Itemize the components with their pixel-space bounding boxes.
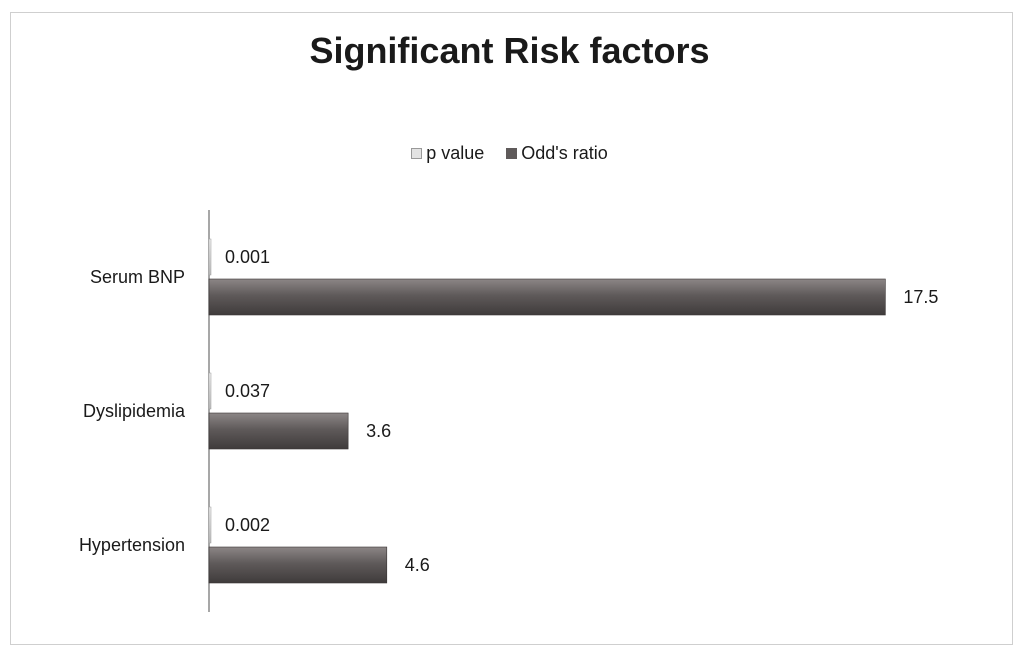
bar-p-value-serum-bnp	[208, 238, 212, 276]
legend-swatch-odds-ratio	[506, 148, 518, 159]
legend-swatch-p-value	[411, 148, 423, 159]
bar-odds-ratio-dyslipidemia	[208, 412, 349, 450]
legend-item-odds-ratio: Odd's ratio	[506, 143, 608, 164]
data-label-odds-ratio-hypertension: 4.6	[405, 555, 430, 575]
chart-frame	[10, 12, 1013, 645]
data-label-p-value-hypertension: 0.002	[225, 515, 270, 535]
bar-odds-ratio-hypertension	[208, 546, 388, 584]
legend-label-p-value: p value	[426, 143, 485, 163]
bar-p-value-hypertension	[208, 506, 212, 544]
data-label-odds-ratio-dyslipidemia: 3.6	[366, 421, 391, 441]
data-label-p-value-dyslipidemia: 0.037	[225, 381, 270, 401]
data-label-p-value-serum-bnp: 0.001	[225, 247, 270, 267]
category-label-dyslipidemia: Dyslipidemia	[83, 401, 186, 421]
category-label-serum-bnp: Serum BNP	[90, 267, 185, 287]
legend-label-odds-ratio: Odd's ratio	[521, 143, 608, 163]
bar-p-value-dyslipidemia	[208, 372, 212, 410]
chart-title: Significant Risk factors	[309, 30, 710, 71]
category-label-hypertension: Hypertension	[79, 535, 185, 555]
chart-legend: p value Odd's ratio	[0, 143, 1019, 164]
data-label-odds-ratio-serum-bnp: 17.5	[903, 287, 938, 307]
legend-item-p-value: p value	[411, 143, 484, 164]
bar-odds-ratio-serum-bnp	[208, 278, 886, 316]
